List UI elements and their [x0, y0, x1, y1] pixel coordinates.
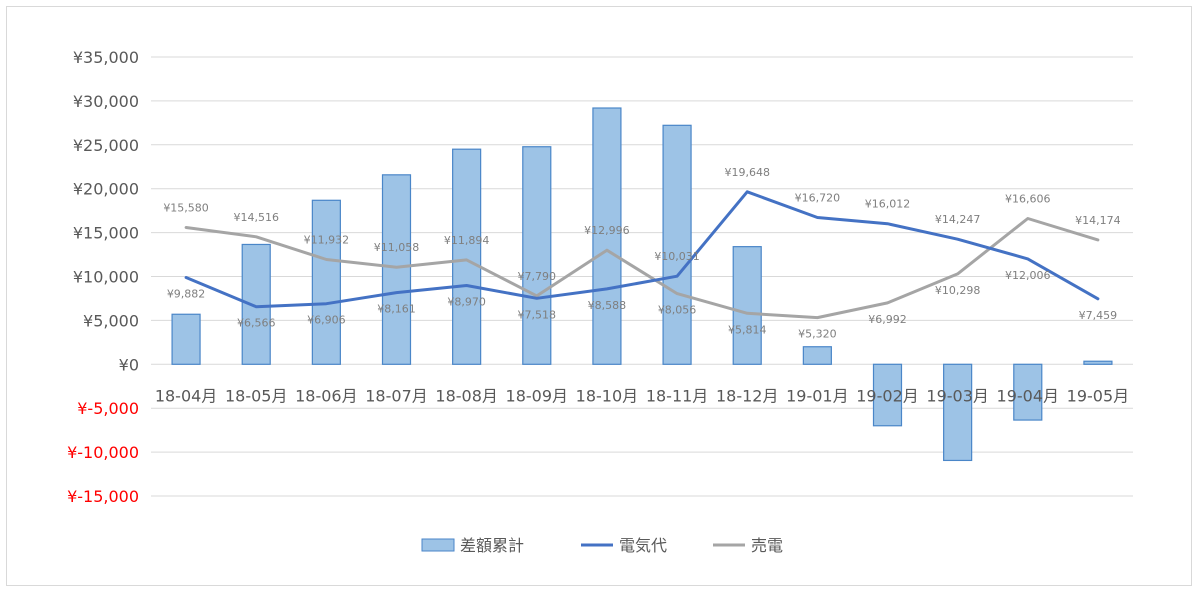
- y-tick-label: ¥15,000: [73, 224, 139, 243]
- bar-series-difference: [171, 107, 1113, 462]
- bar: [381, 174, 412, 365]
- data-label: ¥11,894: [444, 234, 490, 247]
- x-tick-label: 19-02月: [856, 386, 919, 405]
- y-tick-label: ¥20,000: [73, 180, 139, 199]
- bar: [802, 346, 832, 365]
- x-tick-label: 18-07月: [365, 386, 428, 405]
- y-tick-label: ¥25,000: [73, 136, 139, 155]
- bar: [311, 199, 341, 365]
- x-tick-label: 19-01月: [786, 386, 849, 405]
- data-label: ¥12,006: [1005, 269, 1051, 282]
- bar: [241, 243, 271, 365]
- legend: 差額累計 電気代 売電: [421, 536, 783, 555]
- data-label: ¥8,588: [588, 299, 627, 312]
- legend-swatch-bar: [421, 538, 455, 552]
- x-tick-label: 18-04月: [155, 386, 218, 405]
- data-label: ¥7,790: [518, 270, 557, 283]
- x-axis-tick-labels: 18-04月 18-05月 18-06月 18-07月 18-08月 18-09月 18-1…: [155, 386, 1129, 405]
- data-label: ¥16,720: [795, 191, 841, 204]
- y-tick-label: ¥0: [119, 355, 139, 374]
- x-tick-label: 18-06月: [295, 386, 358, 405]
- bar: [732, 246, 762, 365]
- y-tick-label: ¥-15,000: [67, 487, 139, 506]
- data-label: ¥10,031: [654, 250, 700, 263]
- bar: [662, 124, 692, 365]
- x-tick-label: 18-11月: [646, 386, 709, 405]
- bar: [943, 363, 973, 462]
- data-label: ¥11,932: [304, 234, 350, 247]
- grid-lines: [151, 56, 1133, 497]
- legend-label: 差額累計: [460, 536, 524, 555]
- bar: [1013, 363, 1043, 421]
- data-label: ¥12,996: [584, 224, 630, 237]
- data-label: ¥14,247: [935, 213, 981, 226]
- x-tick-label: 18-10月: [576, 386, 639, 405]
- x-tick-label: 18-08月: [435, 386, 498, 405]
- x-tick-label: 18-09月: [506, 386, 569, 405]
- line-power-sales: [184, 217, 1100, 320]
- data-label: ¥8,056: [658, 304, 697, 317]
- x-tick-label: 19-04月: [997, 386, 1060, 405]
- y-tick-label: ¥5,000: [83, 311, 139, 330]
- data-label: ¥11,058: [374, 241, 420, 254]
- line-electricity-cost: [184, 190, 1100, 309]
- data-label: ¥14,516: [233, 211, 279, 224]
- data-label: ¥19,648: [724, 166, 770, 179]
- data-label: ¥5,320: [798, 328, 837, 341]
- y-tick-label: ¥30,000: [73, 92, 139, 111]
- bar: [592, 107, 622, 365]
- bar: [171, 313, 201, 365]
- x-tick-label: 18-05月: [225, 386, 288, 405]
- x-tick-label: 19-03月: [926, 386, 989, 405]
- y-tick-label: ¥-5,000: [77, 399, 139, 418]
- x-tick-label: 19-05月: [1067, 386, 1130, 405]
- data-label: ¥8,161: [377, 303, 416, 316]
- legend-label: 電気代: [619, 536, 667, 555]
- line-series-layer: [184, 190, 1100, 320]
- data-label: ¥8,970: [447, 296, 486, 309]
- x-tick-label: 18-12月: [716, 386, 779, 405]
- legend-label: 売電: [751, 536, 783, 555]
- bar: [522, 146, 552, 365]
- bar: [872, 363, 903, 427]
- y-tick-label: ¥10,000: [73, 268, 139, 287]
- data-label: ¥10,298: [935, 284, 981, 297]
- data-label: ¥6,992: [868, 313, 907, 326]
- y-axis-tick-labels: ¥35,000 ¥30,000 ¥25,000 ¥20,000 ¥15,000 ¥10,0…: [67, 48, 139, 506]
- y-tick-label: ¥-10,000: [67, 443, 139, 462]
- data-label: ¥7,518: [518, 308, 557, 321]
- bar: [1083, 360, 1113, 365]
- chart-frame: ¥35,000 ¥30,000 ¥25,000 ¥20,000 ¥15,000 ¥10,0…: [6, 6, 1192, 586]
- data-labels: ¥15,580 ¥9,882 ¥14,516 ¥6,566 ¥11,932 ¥6,906 ¥…: [163, 166, 1120, 341]
- y-tick-label: ¥35,000: [73, 48, 139, 67]
- data-label: ¥6,906: [307, 314, 346, 327]
- data-label: ¥5,814: [728, 323, 767, 336]
- data-label: ¥14,174: [1075, 214, 1121, 227]
- data-label: ¥6,566: [237, 317, 276, 330]
- data-label: ¥9,882: [167, 288, 206, 301]
- data-label: ¥16,606: [1005, 192, 1051, 205]
- data-label: ¥7,459: [1079, 309, 1118, 322]
- data-label: ¥16,012: [865, 198, 911, 211]
- data-label: ¥15,580: [163, 202, 209, 215]
- combo-chart: ¥35,000 ¥30,000 ¥25,000 ¥20,000 ¥15,000 ¥10,0…: [67, 48, 1133, 555]
- bar: [452, 148, 482, 365]
